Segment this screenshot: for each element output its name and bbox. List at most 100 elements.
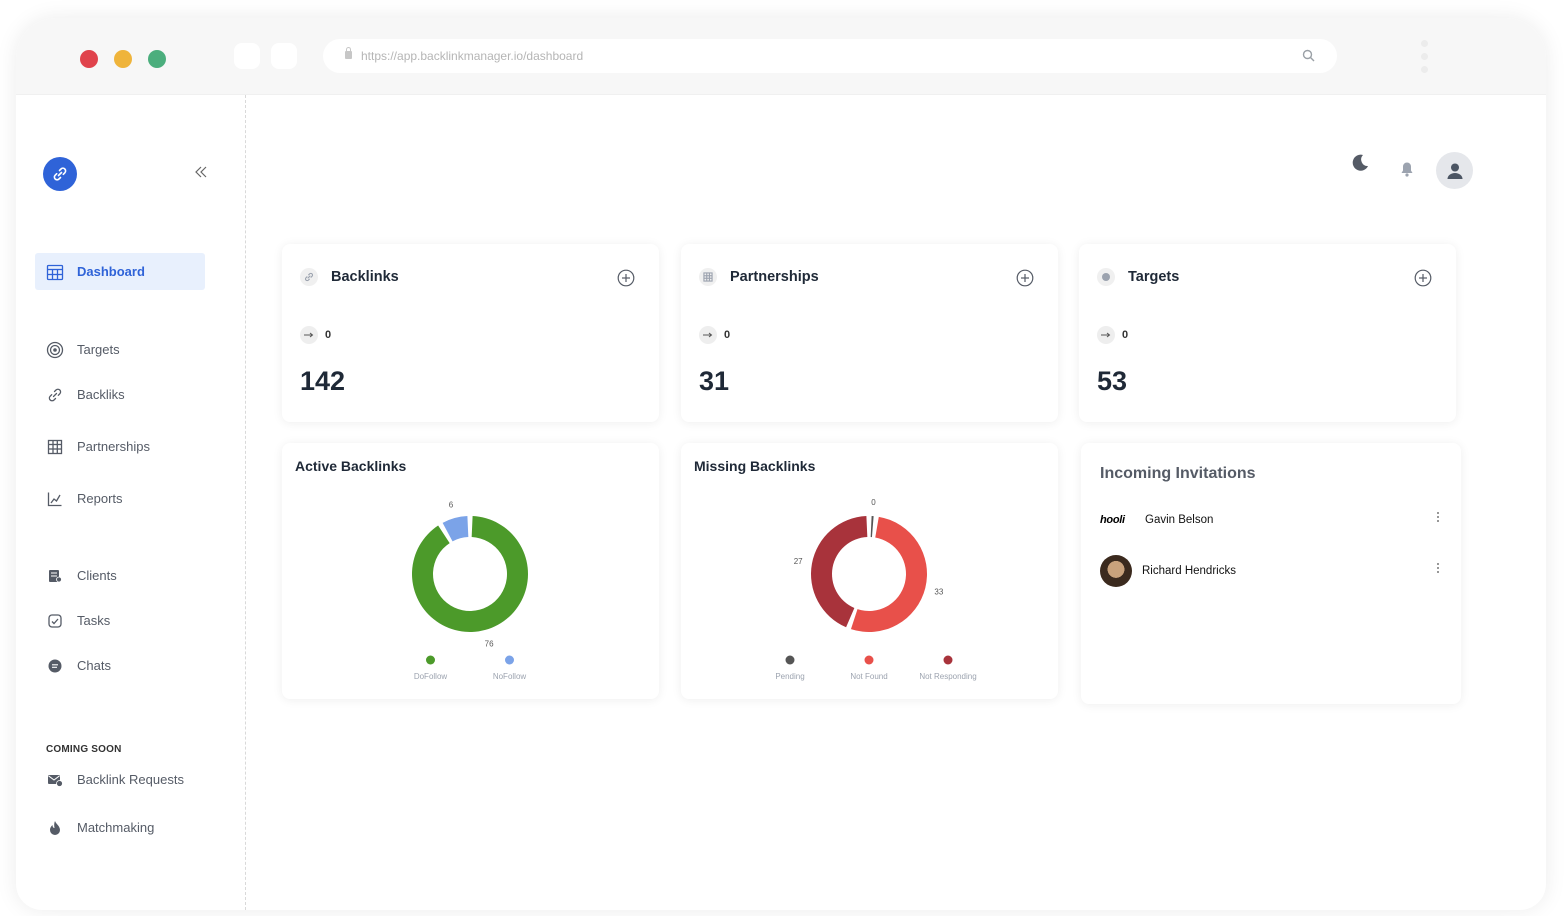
sidebar-item-label: Targets: [77, 342, 120, 357]
maximize-window-button[interactable]: [148, 50, 166, 68]
stat-change: 0: [325, 329, 332, 341]
sidebar-item-dashboard[interactable]: Dashboard: [35, 253, 205, 290]
target-icon: [45, 340, 65, 360]
sidebar-item-label: Dashboard: [77, 264, 145, 279]
legend-marker: [864, 655, 874, 665]
sidebar-item-chats[interactable]: Chats: [35, 647, 205, 684]
sidebar-item-label: Clients: [77, 568, 117, 583]
stat-change: 0: [724, 329, 731, 341]
sidebar-item-backlink-requests[interactable]: Backlink Requests: [35, 761, 205, 798]
invitation-item[interactable]: hooli Gavin Belson: [1100, 504, 1440, 536]
stat-title: Partnerships: [730, 269, 819, 285]
legend-marker: [785, 655, 795, 665]
browser-window: https://app.backlinkmanager.io/dashboard…: [16, 18, 1546, 910]
address-url: https://app.backlinkmanager.io/dashboard: [361, 49, 584, 63]
legend-label: DoFollow: [414, 672, 448, 681]
target-icon: [1097, 268, 1115, 286]
browser-menu-icon[interactable]: [1421, 40, 1429, 79]
link-logo-icon: [53, 167, 67, 181]
slice-value-label: 33: [934, 587, 943, 596]
slice-value-label: 27: [794, 557, 803, 566]
coming-soon-heading: COMING SOON: [46, 744, 122, 755]
chat-icon: [45, 656, 65, 676]
chart-icon: [45, 489, 65, 509]
user-avatar[interactable]: [1436, 152, 1473, 189]
chart-title: Active Backlinks: [295, 458, 407, 474]
stat-value: 31: [699, 366, 730, 396]
link-icon: [45, 385, 65, 405]
legend-label: Not Found: [850, 672, 887, 681]
invitation-name: Gavin Belson: [1145, 514, 1214, 526]
sidebar-item-partnerships[interactable]: Partnerships: [35, 428, 205, 465]
donut-slice-not-found: [850, 516, 928, 632]
avatar: [1100, 555, 1132, 587]
collapse-sidebar-icon[interactable]: [194, 165, 208, 184]
legend-label: Not Responding: [919, 672, 976, 681]
stat-title: Backlinks: [331, 269, 399, 285]
donut-slice-dofollow: [412, 516, 528, 632]
legend-marker: [505, 655, 514, 665]
user-icon: [1447, 163, 1462, 179]
back-button[interactable]: [234, 43, 260, 69]
donut-slice-pending: [870, 516, 874, 538]
close-window-button[interactable]: [80, 50, 98, 68]
add-partnership-plus-icon[interactable]: [1016, 269, 1034, 292]
sidebar-item-reports[interactable]: Reports: [35, 480, 205, 517]
dark-mode-moon-icon[interactable]: [1350, 152, 1370, 177]
sidebar-item-targets[interactable]: Targets: [35, 331, 205, 368]
search-icon[interactable]: [1302, 49, 1315, 67]
forward-button[interactable]: [271, 43, 297, 69]
tasks-icon: [45, 611, 65, 631]
sidebar-item-tasks[interactable]: Tasks: [35, 602, 205, 639]
invitation-name: Richard Hendricks: [1142, 565, 1236, 577]
minimize-window-button[interactable]: [114, 50, 132, 68]
sidebar-item-backliks[interactable]: Backliks: [35, 376, 205, 413]
stat-value: 142: [300, 366, 346, 396]
active-backlinks-card: Active Backlinks 76 6 DoFollow NoFollow: [282, 443, 659, 699]
sidebar-item-label: Reports: [77, 491, 123, 506]
stat-value: 53: [1097, 366, 1128, 396]
lock-icon: [345, 47, 352, 59]
stat-change: 0: [1122, 329, 1129, 341]
add-backlink-plus-icon[interactable]: [617, 269, 635, 292]
table-icon: [699, 268, 717, 286]
legend-label: NoFollow: [493, 672, 527, 681]
legend-marker: [943, 655, 953, 665]
missing-backlinks-donut-chart: 0 33 27 Pending Not Found Not Responding: [775, 498, 976, 681]
sidebar-item-label: Matchmaking: [77, 820, 155, 835]
app-logo[interactable]: [43, 157, 77, 191]
sidebar-item-label: Chats: [77, 658, 111, 673]
stat-card-partnerships: Partnerships 0 31: [681, 244, 1058, 422]
legend-label: Pending: [775, 672, 804, 681]
sidebar-item-label: Partnerships: [77, 439, 150, 454]
stat-card-backlinks: Backlinks 0 142: [282, 244, 659, 422]
missing-backlinks-card: Missing Backlinks 0 33 27 Pending Not Found N…: [681, 443, 1058, 699]
flame-icon: [45, 818, 65, 838]
more-options-icon[interactable]: [1437, 512, 1440, 524]
slice-value-label: 0: [871, 498, 876, 507]
more-options-icon[interactable]: [1437, 563, 1440, 575]
slice-value-label: 6: [449, 501, 454, 510]
chart-title: Missing Backlinks: [694, 458, 816, 474]
invitation-item[interactable]: Richard Hendricks: [1100, 555, 1440, 587]
clients-icon: [45, 566, 65, 586]
notification-bell-icon[interactable]: [1400, 161, 1414, 182]
invitations-title: Incoming Invitations: [1100, 465, 1256, 482]
table-icon: [45, 437, 65, 457]
mail-icon: [45, 770, 65, 790]
sidebar-item-label: Backliks: [77, 387, 125, 402]
add-target-plus-icon[interactable]: [1414, 269, 1432, 292]
link-icon: [300, 268, 318, 286]
sidebar: Dashboard Targets Backliks Partnerships: [16, 95, 246, 910]
slice-value-label: 76: [485, 639, 494, 648]
sidebar-item-matchmaking[interactable]: Matchmaking: [35, 809, 205, 846]
company-logo: hooli: [1100, 514, 1125, 526]
sidebar-item-clients[interactable]: Clients: [35, 557, 205, 594]
calendar-grid-icon: [45, 262, 65, 282]
arrow-right-icon: [699, 326, 717, 344]
address-bar[interactable]: https://app.backlinkmanager.io/dashboard: [323, 39, 1337, 73]
arrow-right-icon: [300, 326, 318, 344]
sidebar-item-label: Backlink Requests: [77, 772, 184, 787]
incoming-invitations-card: Incoming Invitations hooli Gavin Belson …: [1081, 443, 1461, 704]
stat-card-targets: Targets 0 53: [1079, 244, 1456, 422]
